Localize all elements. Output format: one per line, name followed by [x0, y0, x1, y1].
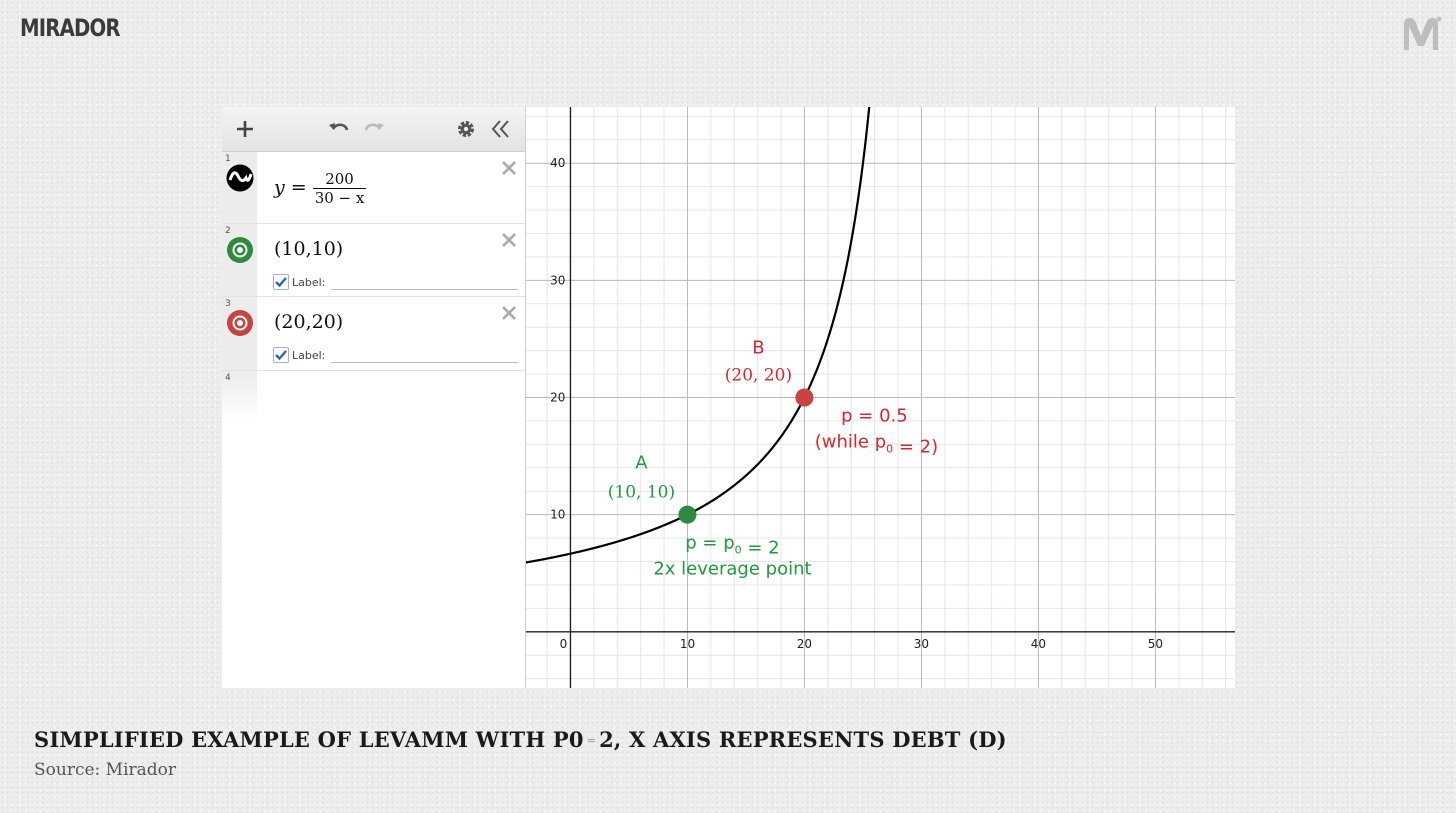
- expression-gutter: 1: [222, 152, 257, 223]
- source-note: Source: Mirador: [34, 760, 177, 780]
- function-curve: [526, 107, 871, 564]
- caption-title-part1: SIMPLIFIED EXAMPLE OF LEVAMM WITH P0: [34, 727, 584, 752]
- point-a-note-line-2: 2x leverage point: [653, 559, 811, 580]
- x-tick-label: 10: [680, 637, 695, 651]
- x-tick-label: 40: [1031, 637, 1046, 651]
- x-tick-label: 20: [797, 637, 812, 651]
- label-checkbox[interactable]: [273, 274, 289, 290]
- expression-index: 1: [225, 154, 231, 164]
- y-tick-label: 10: [550, 508, 565, 522]
- graphing-calculator: 1 y = 200 30 − x 2 (10,10): [222, 107, 1235, 688]
- label-input[interactable]: [331, 347, 518, 363]
- point-b-coord-label: (20, 20): [725, 366, 792, 386]
- y-tick-label: 30: [550, 273, 565, 287]
- expression-gutter: 3: [222, 297, 257, 370]
- undo-icon[interactable]: [326, 117, 350, 141]
- close-icon[interactable]: [501, 160, 517, 176]
- close-icon[interactable]: [501, 232, 517, 248]
- function-wave-icon[interactable]: [226, 164, 254, 192]
- label-input[interactable]: [331, 274, 518, 290]
- expression-index: 4: [225, 373, 231, 383]
- expression-gutter: 2: [222, 224, 257, 296]
- point-b: [795, 388, 814, 407]
- gear-icon[interactable]: [454, 117, 478, 141]
- expression-row-4[interactable]: 4: [222, 371, 257, 423]
- label-caption: Label:: [292, 275, 326, 289]
- caption-equals-sign: =: [586, 734, 597, 747]
- close-icon[interactable]: [501, 305, 517, 321]
- plus-icon[interactable]: [233, 117, 257, 141]
- x-tick-label: 30: [914, 637, 929, 651]
- brand-logo: MIRADOR: [20, 14, 121, 42]
- redo-icon[interactable]: [363, 117, 387, 141]
- point-a-name-label: A: [635, 453, 648, 474]
- x-tick-label: 0: [560, 637, 568, 651]
- y-tick-label: 20: [550, 391, 565, 405]
- expression-index: 3: [225, 299, 231, 309]
- point-a: [678, 505, 697, 524]
- expression-row-2[interactable]: 2 (10,10) Label:: [222, 224, 525, 297]
- label-row: Label:: [273, 346, 518, 364]
- expression-index: 2: [225, 226, 231, 236]
- green-point-icon[interactable]: [226, 236, 254, 264]
- point-a-note-line-1: p = p0 = 2: [685, 533, 779, 559]
- x-tick-label: 50: [1148, 637, 1163, 651]
- point-b-name-label: B: [752, 338, 764, 359]
- point-b-note-line-1: p = 0.5: [841, 406, 908, 427]
- expression-row-1[interactable]: 1 y = 200 30 − x: [222, 152, 525, 224]
- caption-title-part2: 2, X AXIS REPRESENTS DEBT (D): [599, 727, 1007, 752]
- fraction: 200 30 − x: [312, 170, 367, 207]
- expression-list: 1 y = 200 30 − x 2 (10,10): [222, 107, 526, 688]
- expression-toolbar: [222, 107, 525, 152]
- fraction-numerator: 200: [312, 170, 367, 189]
- point-expression[interactable]: (10,10): [274, 238, 344, 260]
- y-tick-label: 40: [550, 156, 565, 170]
- double-chevron-left-icon[interactable]: [489, 117, 513, 141]
- graph-canvas[interactable]: 0 10 20 30 40 50 10 20 30 40 A (10, 10) B (20, 20) p =…: [526, 107, 1235, 688]
- fraction-denominator: 30 − x: [314, 189, 365, 207]
- point-b-note-line-2: (while p0 = 2): [815, 432, 938, 458]
- label-row: Label:: [273, 273, 518, 291]
- red-point-icon[interactable]: [226, 309, 254, 337]
- function-expression[interactable]: y = 200 30 − x: [274, 170, 367, 207]
- point-a-coord-label: (10, 10): [608, 483, 675, 503]
- expression-lhs: y =: [274, 176, 307, 199]
- point-expression[interactable]: (20,20): [274, 311, 344, 333]
- figure-caption: SIMPLIFIED EXAMPLE OF LEVAMM WITH P0 = 2, …: [34, 727, 1007, 752]
- label-caption: Label:: [292, 348, 326, 362]
- label-checkbox[interactable]: [273, 347, 289, 363]
- mirador-monogram-icon: [1400, 14, 1442, 54]
- major-grid: [526, 107, 1235, 688]
- graph-paper[interactable]: 0 10 20 30 40 50 10 20 30 40 A (10, 10) B (20, 20) p =…: [526, 107, 1235, 688]
- expression-row-3[interactable]: 3 (20,20) Label:: [222, 297, 525, 371]
